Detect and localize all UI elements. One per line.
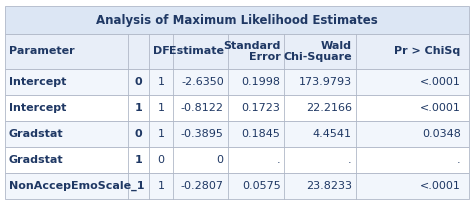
Text: 173.9793: 173.9793 bbox=[299, 77, 352, 87]
Text: DF: DF bbox=[153, 46, 170, 56]
Text: 1: 1 bbox=[158, 181, 164, 191]
Text: 0.0348: 0.0348 bbox=[422, 129, 461, 139]
Bar bbox=[5, 34, 469, 69]
Text: 1: 1 bbox=[158, 103, 164, 113]
Text: .: . bbox=[348, 155, 352, 165]
Text: 23.8233: 23.8233 bbox=[306, 181, 352, 191]
Text: 0.1723: 0.1723 bbox=[242, 103, 281, 113]
Text: -0.2807: -0.2807 bbox=[181, 181, 224, 191]
Text: 4.4541: 4.4541 bbox=[313, 129, 352, 139]
Bar bbox=[5, 6, 469, 34]
Text: 0.0575: 0.0575 bbox=[242, 181, 281, 191]
Text: Parameter: Parameter bbox=[9, 46, 74, 56]
Text: 0: 0 bbox=[135, 77, 143, 87]
Text: 0.1998: 0.1998 bbox=[242, 77, 281, 87]
Text: Estimate: Estimate bbox=[169, 46, 224, 56]
Text: Gradstat: Gradstat bbox=[9, 129, 63, 139]
Text: 1: 1 bbox=[135, 155, 143, 165]
Text: <.0001: <.0001 bbox=[420, 103, 461, 113]
Text: 22.2166: 22.2166 bbox=[306, 103, 352, 113]
Text: Analysis of Maximum Likelihood Estimates: Analysis of Maximum Likelihood Estimates bbox=[96, 14, 378, 27]
Text: 1: 1 bbox=[158, 129, 164, 139]
Bar bbox=[5, 95, 469, 121]
Text: Intercept: Intercept bbox=[9, 77, 66, 87]
Text: Pr > ChiSq: Pr > ChiSq bbox=[394, 46, 461, 56]
Bar bbox=[5, 147, 469, 173]
Text: -2.6350: -2.6350 bbox=[181, 77, 224, 87]
Bar bbox=[5, 173, 469, 199]
Text: <.0001: <.0001 bbox=[420, 181, 461, 191]
Text: -0.3895: -0.3895 bbox=[181, 129, 224, 139]
Bar bbox=[5, 121, 469, 147]
Text: .: . bbox=[277, 155, 281, 165]
Bar bbox=[5, 69, 469, 95]
Text: 1: 1 bbox=[158, 77, 164, 87]
Text: Intercept: Intercept bbox=[9, 103, 66, 113]
Text: <.0001: <.0001 bbox=[420, 77, 461, 87]
Text: 1: 1 bbox=[135, 103, 143, 113]
Text: Wald
Chi-Square: Wald Chi-Square bbox=[283, 41, 352, 62]
Text: .: . bbox=[457, 155, 461, 165]
Text: 0.1845: 0.1845 bbox=[242, 129, 281, 139]
Text: Standard
Error: Standard Error bbox=[223, 41, 281, 62]
Text: 0: 0 bbox=[158, 155, 164, 165]
Text: NonAccepEmoScale_1: NonAccepEmoScale_1 bbox=[9, 181, 144, 191]
Text: 0: 0 bbox=[135, 129, 143, 139]
Text: Gradstat: Gradstat bbox=[9, 155, 63, 165]
Text: 0: 0 bbox=[217, 155, 224, 165]
Text: -0.8122: -0.8122 bbox=[181, 103, 224, 113]
